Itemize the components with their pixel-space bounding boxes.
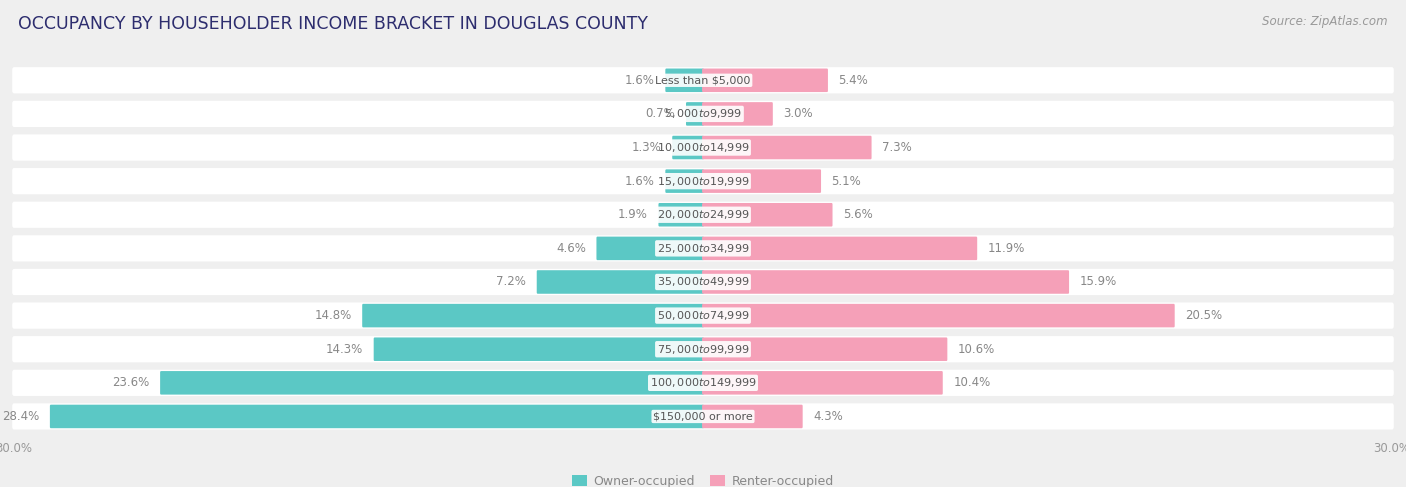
FancyBboxPatch shape (13, 336, 1393, 362)
FancyBboxPatch shape (160, 371, 704, 394)
FancyBboxPatch shape (702, 136, 872, 159)
Text: Source: ZipAtlas.com: Source: ZipAtlas.com (1263, 15, 1388, 28)
Text: OCCUPANCY BY HOUSEHOLDER INCOME BRACKET IN DOUGLAS COUNTY: OCCUPANCY BY HOUSEHOLDER INCOME BRACKET … (18, 15, 648, 33)
FancyBboxPatch shape (702, 405, 803, 428)
FancyBboxPatch shape (13, 269, 1393, 295)
FancyBboxPatch shape (49, 405, 704, 428)
Text: 1.9%: 1.9% (619, 208, 648, 221)
Text: 4.3%: 4.3% (813, 410, 844, 423)
Text: $100,000 to $149,999: $100,000 to $149,999 (650, 376, 756, 389)
FancyBboxPatch shape (672, 136, 704, 159)
FancyBboxPatch shape (702, 69, 828, 92)
FancyBboxPatch shape (702, 337, 948, 361)
Text: 1.6%: 1.6% (624, 74, 655, 87)
Text: $25,000 to $34,999: $25,000 to $34,999 (657, 242, 749, 255)
Text: $75,000 to $99,999: $75,000 to $99,999 (657, 343, 749, 356)
FancyBboxPatch shape (596, 237, 704, 260)
Text: $150,000 or more: $150,000 or more (654, 412, 752, 421)
Text: 23.6%: 23.6% (112, 376, 149, 389)
FancyBboxPatch shape (13, 370, 1393, 396)
Text: 5.4%: 5.4% (838, 74, 869, 87)
Legend: Owner-occupied, Renter-occupied: Owner-occupied, Renter-occupied (568, 470, 838, 487)
FancyBboxPatch shape (702, 371, 943, 394)
Text: $35,000 to $49,999: $35,000 to $49,999 (657, 276, 749, 288)
Text: $10,000 to $14,999: $10,000 to $14,999 (657, 141, 749, 154)
FancyBboxPatch shape (702, 203, 832, 226)
Text: 4.6%: 4.6% (555, 242, 586, 255)
FancyBboxPatch shape (665, 69, 704, 92)
Text: 7.2%: 7.2% (496, 276, 526, 288)
FancyBboxPatch shape (13, 101, 1393, 127)
FancyBboxPatch shape (702, 169, 821, 193)
Text: 0.7%: 0.7% (645, 108, 675, 120)
Text: 10.4%: 10.4% (953, 376, 991, 389)
Text: $20,000 to $24,999: $20,000 to $24,999 (657, 208, 749, 221)
Text: 14.8%: 14.8% (315, 309, 352, 322)
Text: $50,000 to $74,999: $50,000 to $74,999 (657, 309, 749, 322)
FancyBboxPatch shape (374, 337, 704, 361)
FancyBboxPatch shape (363, 304, 704, 327)
FancyBboxPatch shape (702, 102, 773, 126)
Text: 10.6%: 10.6% (957, 343, 995, 356)
FancyBboxPatch shape (13, 168, 1393, 194)
FancyBboxPatch shape (13, 67, 1393, 94)
FancyBboxPatch shape (13, 235, 1393, 262)
Text: 11.9%: 11.9% (988, 242, 1025, 255)
FancyBboxPatch shape (686, 102, 704, 126)
FancyBboxPatch shape (13, 134, 1393, 161)
FancyBboxPatch shape (665, 169, 704, 193)
Text: 7.3%: 7.3% (882, 141, 912, 154)
Text: 15.9%: 15.9% (1080, 276, 1116, 288)
FancyBboxPatch shape (537, 270, 704, 294)
FancyBboxPatch shape (658, 203, 704, 226)
Text: 14.3%: 14.3% (326, 343, 363, 356)
FancyBboxPatch shape (13, 202, 1393, 228)
Text: 20.5%: 20.5% (1185, 309, 1222, 322)
Text: $15,000 to $19,999: $15,000 to $19,999 (657, 175, 749, 187)
FancyBboxPatch shape (13, 403, 1393, 430)
FancyBboxPatch shape (702, 270, 1069, 294)
FancyBboxPatch shape (702, 304, 1174, 327)
Text: $5,000 to $9,999: $5,000 to $9,999 (664, 108, 742, 120)
FancyBboxPatch shape (13, 302, 1393, 329)
FancyBboxPatch shape (702, 237, 977, 260)
Text: 3.0%: 3.0% (783, 108, 813, 120)
Text: 1.3%: 1.3% (631, 141, 662, 154)
Text: 28.4%: 28.4% (1, 410, 39, 423)
Text: 5.1%: 5.1% (831, 175, 862, 187)
Text: Less than $5,000: Less than $5,000 (655, 75, 751, 85)
Text: 5.6%: 5.6% (844, 208, 873, 221)
Text: 1.6%: 1.6% (624, 175, 655, 187)
